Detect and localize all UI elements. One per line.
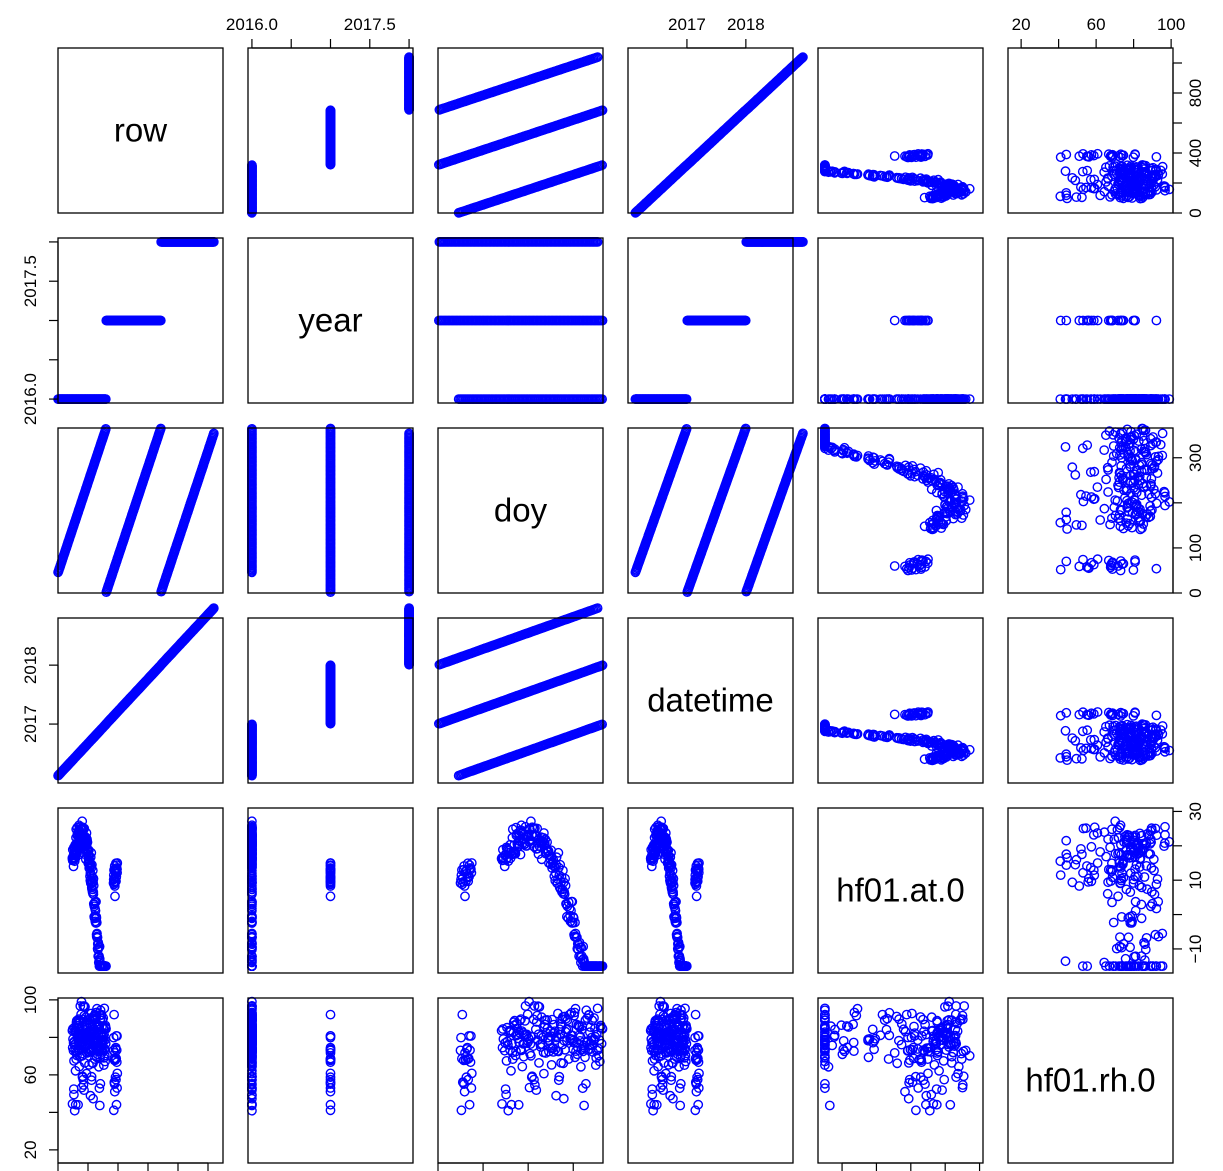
panel-points-year-vs-hf01-rh-0 — [1055, 315, 1175, 404]
data-point — [1110, 161, 1121, 172]
data-point — [1061, 556, 1072, 567]
data-point — [1071, 520, 1082, 530]
data-point — [325, 105, 336, 116]
panel-points-year-vs-hf01-at-0 — [820, 315, 975, 404]
data-point — [1082, 165, 1093, 176]
data-point — [820, 160, 830, 170]
data-point — [923, 148, 933, 159]
data-point — [597, 160, 607, 171]
data-point — [1122, 160, 1133, 171]
data-point — [1130, 149, 1140, 160]
data-point — [1071, 192, 1082, 203]
data-point — [155, 315, 166, 326]
data-point — [900, 172, 911, 183]
panel-points-row-vs-datetime — [630, 52, 808, 218]
panel-points-row-vs-year — [246, 52, 414, 218]
data-point — [913, 148, 924, 159]
data-point — [1060, 441, 1071, 452]
data-point — [1103, 149, 1114, 160]
data-point — [1085, 174, 1096, 185]
data-point — [889, 315, 900, 326]
data-point — [1126, 161, 1136, 172]
data-point — [1092, 482, 1103, 492]
data-point — [1157, 161, 1168, 172]
data-point — [917, 149, 927, 160]
data-point — [1092, 148, 1103, 159]
scatter-points-layer — [53, 52, 1175, 1116]
data-point — [1137, 160, 1148, 170]
data-point — [1078, 148, 1088, 159]
panel-points-doy-vs-year — [246, 423, 414, 597]
panel-points-doy-vs-hf01-at-0 — [820, 423, 975, 576]
data-point — [1055, 152, 1066, 163]
panel-points-datetime-vs-year — [246, 603, 414, 781]
data-point — [1061, 149, 1072, 160]
panel-points-row-vs-hf01-at-0 — [820, 148, 975, 204]
data-point — [1077, 166, 1088, 177]
data-point — [848, 168, 859, 179]
data-point — [935, 177, 946, 188]
panel-points-doy-vs-datetime — [630, 423, 808, 597]
panel-points-year-vs-row — [53, 236, 219, 404]
data-point — [889, 151, 900, 161]
data-point — [933, 174, 944, 185]
data-point — [1061, 315, 1072, 326]
data-point — [1099, 445, 1110, 455]
data-point — [964, 183, 975, 194]
data-point — [1151, 563, 1162, 574]
data-point — [1060, 166, 1071, 177]
panel-points-doy-vs-row — [53, 423, 219, 597]
data-point — [1095, 515, 1106, 525]
data-point — [884, 170, 895, 181]
panel-points-year-vs-doy — [433, 236, 608, 404]
data-point — [1113, 151, 1124, 161]
data-point — [1157, 428, 1168, 439]
data-point — [1099, 503, 1110, 514]
data-point — [1089, 174, 1100, 185]
data-point — [1055, 564, 1066, 575]
data-point — [1131, 161, 1142, 172]
panel-points-row-vs-hf01-rh-0 — [1055, 148, 1175, 204]
panel-points-year-vs-datetime — [630, 236, 808, 404]
data-point — [1115, 149, 1126, 160]
data-point — [1067, 462, 1078, 473]
panel-points-row-vs-doy — [433, 52, 608, 218]
panel-points-datetime-vs-row — [53, 603, 219, 781]
data-point — [868, 169, 878, 180]
data-point — [863, 169, 874, 180]
data-point — [1062, 524, 1073, 534]
panel-points-doy-vs-hf01-rh-0 — [1055, 423, 1175, 576]
data-point — [1081, 182, 1091, 193]
data-point — [953, 179, 963, 190]
data-point — [1067, 172, 1078, 183]
data-point — [1101, 474, 1112, 485]
data-point — [1128, 565, 1139, 575]
data-point — [852, 169, 863, 179]
data-point — [1076, 182, 1086, 193]
data-point — [1070, 175, 1081, 186]
data-point — [839, 166, 850, 177]
data-point — [1103, 487, 1114, 497]
data-point — [1099, 167, 1110, 178]
data-point — [1151, 315, 1162, 326]
data-point — [1078, 554, 1088, 565]
data-point — [1159, 181, 1170, 191]
data-point — [1061, 187, 1072, 198]
data-point — [921, 174, 932, 185]
data-point — [907, 172, 918, 183]
data-point — [1104, 160, 1115, 171]
data-point — [1151, 151, 1162, 162]
data-point — [889, 561, 900, 571]
data-point — [798, 52, 808, 63]
data-point — [592, 52, 603, 63]
data-point — [1092, 179, 1103, 190]
